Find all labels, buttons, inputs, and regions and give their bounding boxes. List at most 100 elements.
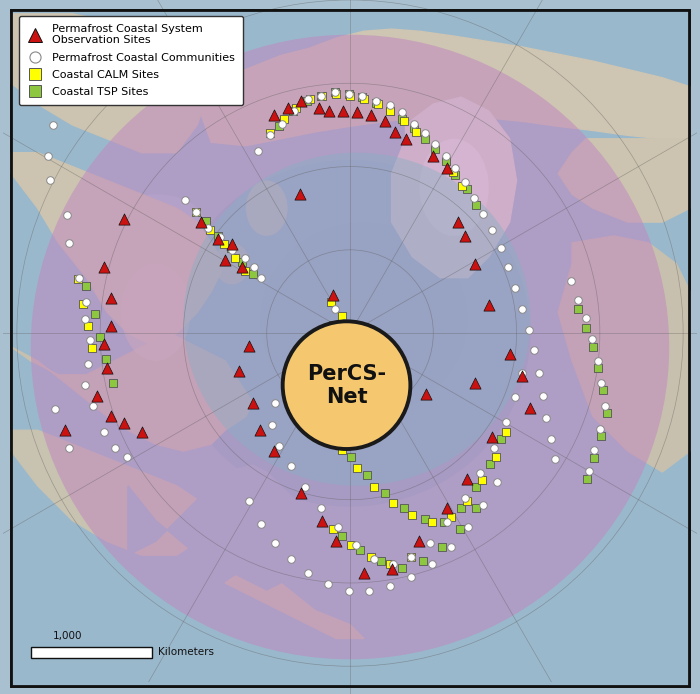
Point: [372, 99, 384, 110]
Point: [463, 522, 474, 533]
Ellipse shape: [419, 139, 489, 236]
Point: [426, 558, 438, 569]
Point: [572, 294, 583, 305]
Point: [489, 442, 500, 453]
Point: [419, 514, 430, 525]
Point: [302, 95, 313, 106]
Point: [322, 579, 333, 590]
Point: [239, 265, 250, 276]
Point: [454, 523, 466, 534]
Point: [237, 257, 248, 268]
Point: [80, 280, 92, 291]
Point: [89, 308, 100, 319]
Point: [50, 404, 61, 415]
Point: [254, 425, 265, 436]
Point: [268, 109, 279, 120]
Point: [414, 536, 425, 547]
Point: [91, 390, 102, 401]
Point: [358, 567, 370, 578]
Point: [265, 130, 276, 141]
Point: [100, 354, 111, 365]
Point: [316, 90, 328, 101]
Ellipse shape: [169, 160, 531, 507]
Point: [315, 90, 326, 101]
Point: [329, 86, 340, 97]
Point: [357, 350, 368, 361]
Legend: Permafrost Coastal System
Observation Sites, Permafrost Coastal Communities, Coa: Permafrost Coastal System Observation Si…: [19, 16, 243, 105]
Point: [323, 105, 335, 117]
Point: [346, 451, 357, 462]
Point: [256, 518, 267, 530]
Point: [538, 390, 549, 401]
Point: [357, 90, 368, 101]
Polygon shape: [558, 236, 690, 472]
Point: [290, 102, 302, 113]
Point: [230, 253, 241, 264]
Point: [98, 338, 109, 349]
Point: [43, 151, 54, 162]
Point: [405, 572, 416, 583]
Point: [213, 230, 224, 242]
Point: [365, 551, 377, 562]
Point: [510, 282, 521, 294]
Point: [456, 502, 467, 514]
Polygon shape: [558, 139, 690, 222]
Point: [355, 544, 366, 555]
Point: [376, 555, 387, 566]
Point: [303, 567, 314, 578]
Point: [594, 423, 606, 434]
Point: [247, 269, 258, 280]
Point: [329, 86, 340, 97]
Point: [270, 397, 281, 408]
Point: [303, 93, 314, 104]
Point: [329, 303, 340, 314]
Point: [288, 105, 299, 117]
Point: [426, 516, 438, 527]
Ellipse shape: [183, 153, 531, 486]
Point: [63, 237, 74, 248]
Point: [332, 522, 343, 533]
Point: [385, 105, 396, 117]
Point: [358, 93, 370, 104]
Point: [440, 151, 452, 162]
Point: [365, 354, 377, 365]
Point: [316, 333, 328, 344]
Point: [442, 162, 453, 174]
Point: [580, 312, 592, 323]
Point: [105, 411, 116, 422]
Point: [528, 345, 540, 356]
Point: [374, 347, 385, 358]
Point: [313, 102, 324, 113]
Point: [256, 272, 267, 283]
Point: [244, 496, 255, 507]
Point: [98, 426, 109, 437]
Point: [357, 92, 368, 103]
Point: [202, 222, 214, 233]
Point: [300, 380, 311, 391]
Point: [476, 475, 487, 486]
Point: [82, 359, 93, 370]
Point: [304, 93, 315, 104]
Point: [459, 230, 470, 242]
Point: [286, 553, 297, 564]
Point: [276, 118, 288, 129]
Point: [102, 362, 113, 373]
Point: [94, 331, 106, 342]
Point: [244, 340, 255, 351]
Point: [346, 539, 357, 550]
Point: [469, 378, 480, 389]
Point: [407, 509, 418, 520]
Point: [351, 463, 363, 474]
Ellipse shape: [31, 35, 669, 659]
Point: [442, 516, 453, 527]
Point: [546, 433, 557, 444]
Point: [330, 88, 342, 99]
Point: [119, 213, 130, 224]
Point: [343, 88, 354, 99]
Point: [450, 162, 461, 174]
Polygon shape: [391, 97, 517, 278]
Point: [325, 296, 336, 307]
Point: [315, 502, 326, 514]
Point: [110, 442, 121, 453]
Point: [282, 102, 293, 113]
